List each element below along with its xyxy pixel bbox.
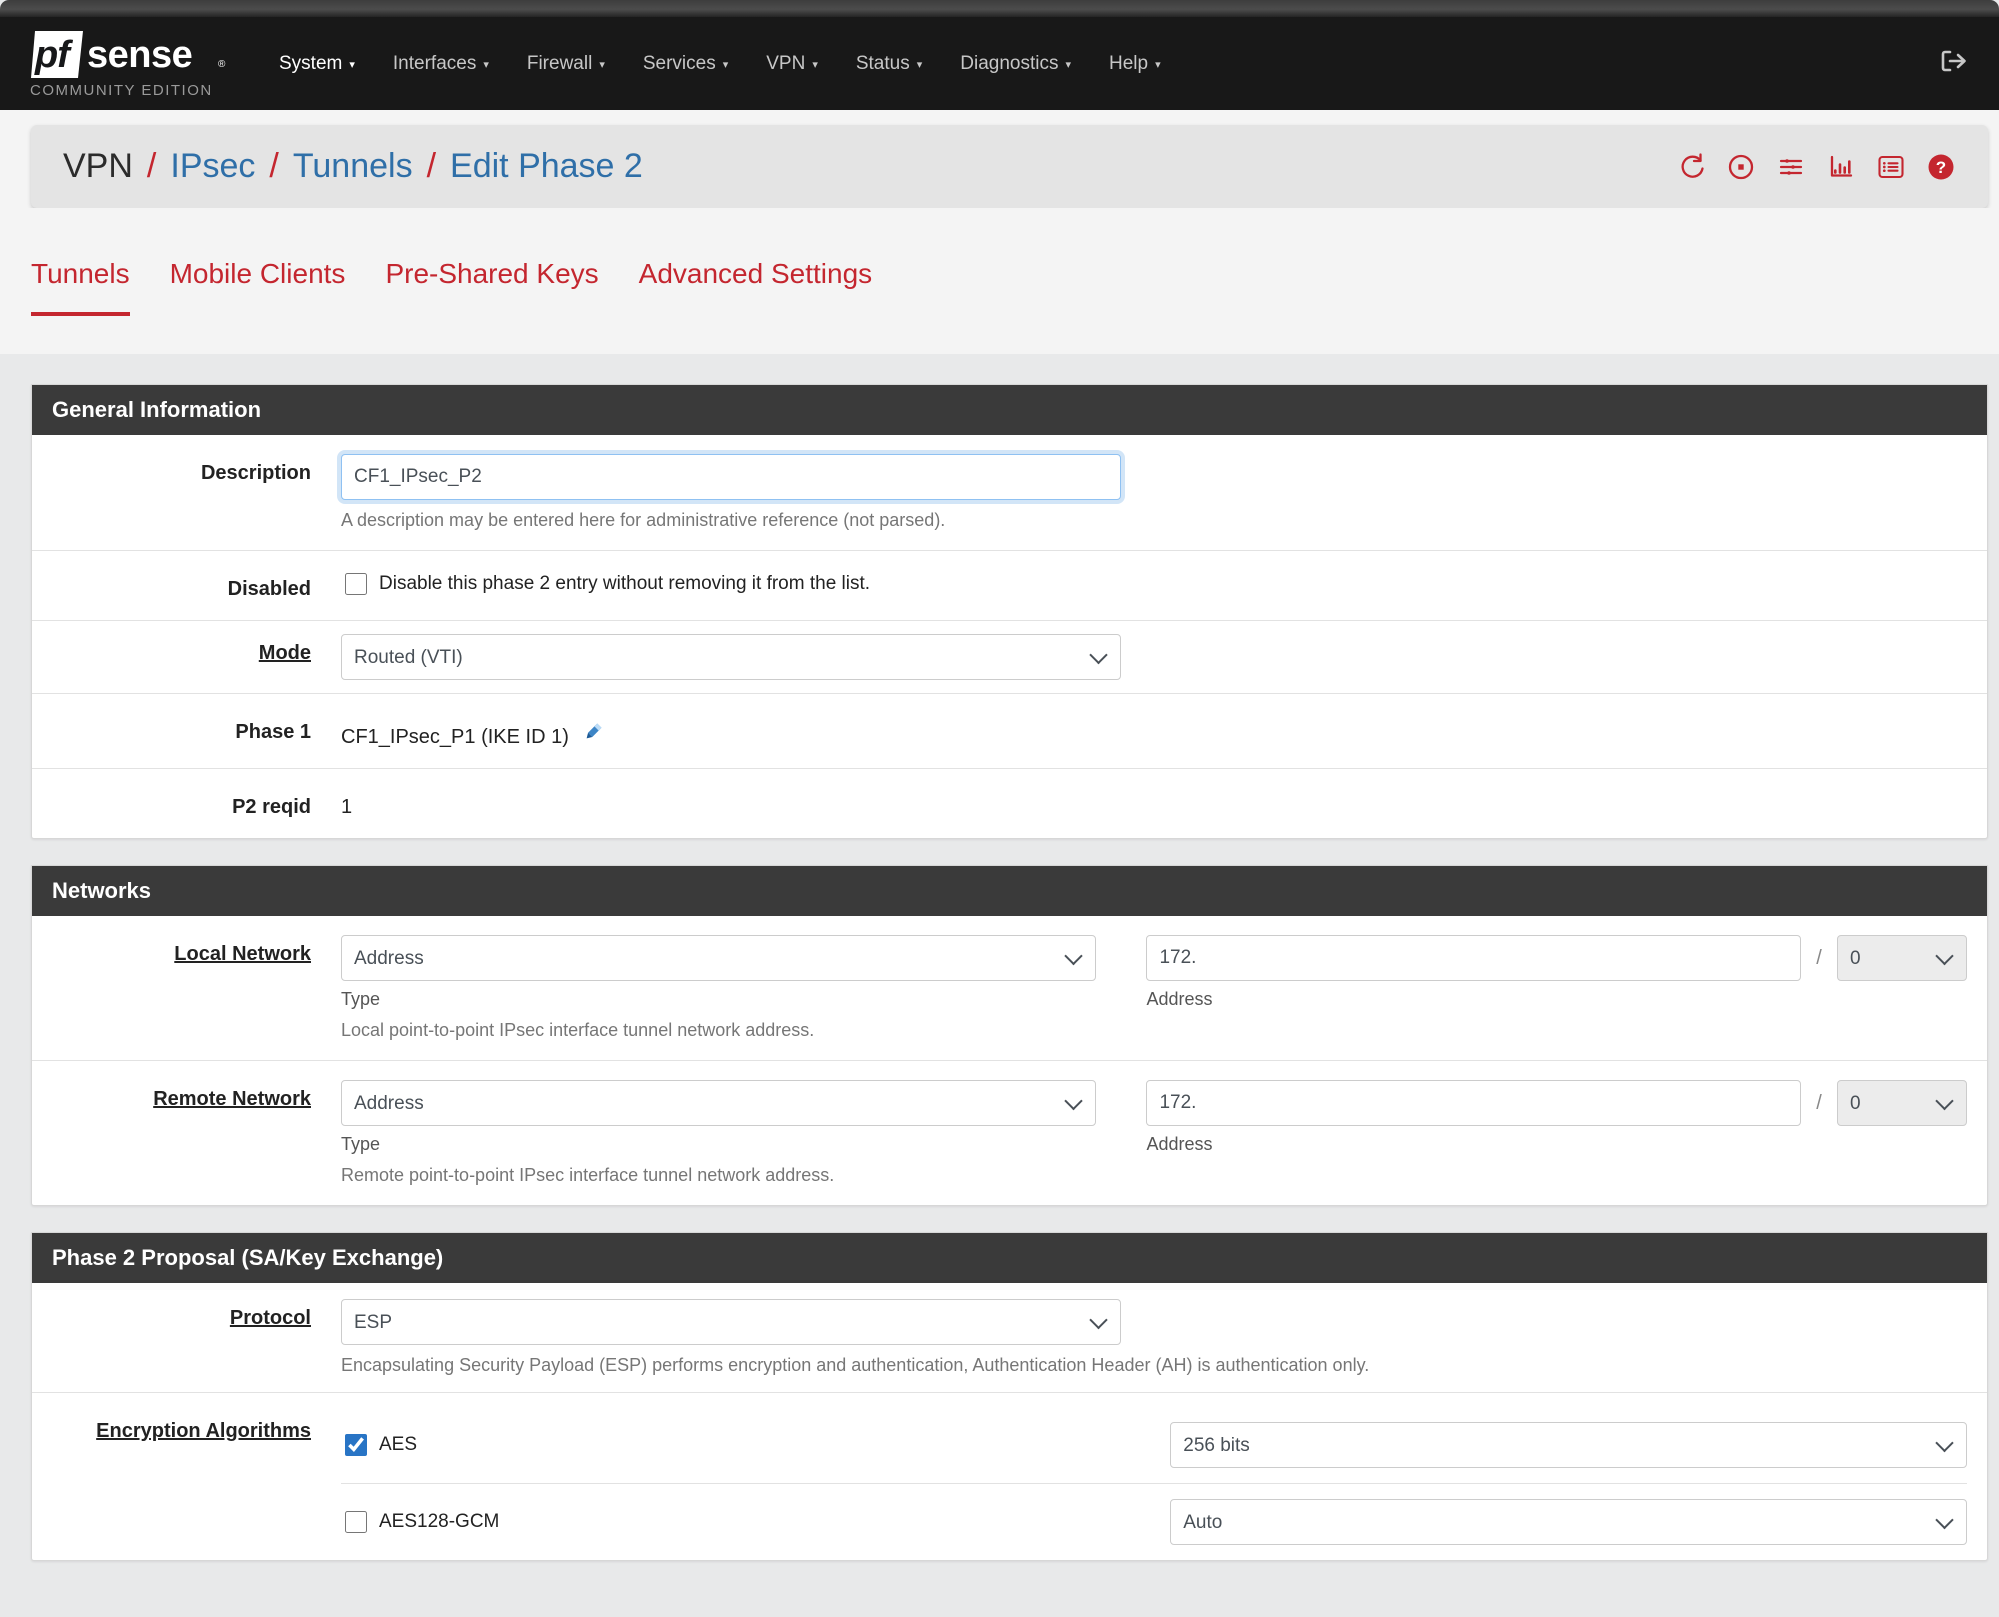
svg-text:sense: sense	[87, 34, 192, 76]
svg-text:pf: pf	[34, 34, 73, 76]
svg-text:®: ®	[218, 59, 226, 70]
svg-text:?: ?	[1936, 158, 1946, 177]
